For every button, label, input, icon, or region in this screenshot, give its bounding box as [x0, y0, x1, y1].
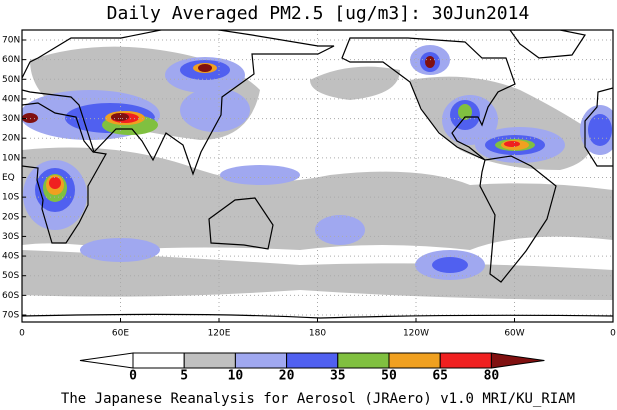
lat-label: 50S — [2, 271, 19, 281]
colorbar-label: 80 — [484, 369, 500, 384]
lat-label: 40N — [2, 94, 20, 104]
lat-label: 10N — [2, 153, 20, 163]
colorbar-segment — [234, 352, 288, 369]
colorbar-label: 65 — [432, 369, 448, 384]
lon-label: 0 — [610, 329, 616, 339]
footer: The Japanese Reanalysis for Aerosol (JRA… — [61, 391, 575, 407]
lon-label: 120W — [403, 329, 429, 339]
lat-label: 20S — [2, 212, 19, 222]
colorbar-arrow-low — [79, 352, 134, 369]
colorbar-segment — [388, 352, 441, 369]
lon-label: 0 — [19, 329, 25, 339]
lat-label: 40S — [2, 252, 19, 262]
lat-label: 70N — [2, 36, 20, 46]
lon-label: 120E — [208, 329, 231, 339]
lon-label: 180 — [309, 329, 326, 339]
map — [22, 30, 613, 322]
lat-label: 60N — [2, 55, 20, 65]
lat-label: 50N — [2, 75, 20, 85]
colorbar-segment — [132, 352, 185, 369]
coastlines — [22, 30, 613, 319]
colorbar-label: 5 — [180, 369, 188, 384]
colorbar-segment — [337, 352, 390, 369]
colorbar-segment — [286, 352, 339, 369]
pm-80 — [22, 56, 435, 123]
colorbar-label: 20 — [279, 369, 295, 384]
colorbar-label: 0 — [129, 369, 137, 384]
colorbar: 0 5 10 20 35 50 65 80 — [79, 352, 545, 384]
lat-label: 70S — [2, 311, 19, 321]
lat-label: EQ — [2, 173, 15, 183]
lat-label: 60S — [2, 291, 19, 301]
lat-label: 10S — [2, 193, 19, 203]
title: Daily Averaged PM2.5 [ug/m3]: 30Jun2014 — [107, 3, 530, 24]
lat-label: 30N — [2, 114, 20, 124]
lat-label: 20N — [2, 134, 20, 144]
lon-label: 60W — [504, 329, 524, 339]
colorbar-segment — [183, 352, 236, 369]
lat-label: 30S — [2, 232, 19, 242]
colorbar-label: 35 — [330, 369, 346, 384]
colorbar-arrow-high — [490, 352, 545, 369]
lon-label: 60E — [112, 329, 129, 339]
colorbar-label: 10 — [228, 369, 244, 384]
colorbar-label: 50 — [381, 369, 397, 384]
colorbar-segment — [439, 352, 492, 369]
